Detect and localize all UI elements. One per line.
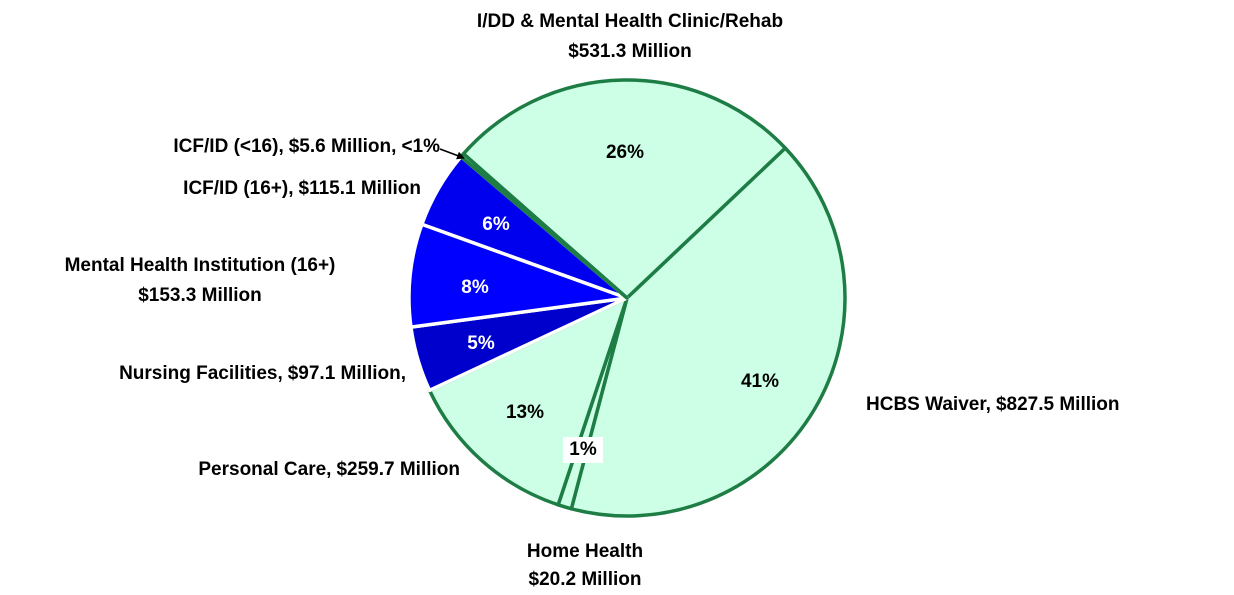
value-label: $115.1 Million	[299, 178, 422, 199]
pie-slice	[569, 146, 847, 518]
category-label: Nursing Facilities,	[119, 363, 283, 384]
percent-label-box	[563, 437, 603, 463]
percent-label: 5%	[467, 333, 495, 354]
leader-arrow	[439, 148, 465, 160]
percent-label: 41%	[741, 371, 779, 392]
pie-slice	[427, 296, 629, 507]
category-label: Mental Health Institution (16+)	[65, 255, 336, 276]
value-label: $153.3 Million	[138, 285, 262, 306]
category-label: HCBS Waiver,	[866, 394, 991, 415]
slice-label: Personal Care, $259.7 Million	[198, 459, 460, 480]
slice-label: ICF/ID (<16), $5.6 Million, <1%	[173, 136, 440, 157]
category-label: ICF/ID (<16),	[173, 136, 283, 157]
slice-label: Mental Health Institution (16+) $153.3 Mi…	[65, 255, 336, 306]
value-label: $259.7 Million	[336, 459, 460, 480]
category-label: Personal Care,	[198, 459, 331, 480]
category-label: I/DD & Mental Health Clinic/Rehab	[477, 11, 783, 32]
value-label: $5.6 Million,	[289, 136, 397, 157]
percent-label: 26%	[606, 142, 644, 163]
slice-label: Nursing Facilities, $97.1 Million,	[119, 363, 406, 384]
percent-label: 13%	[506, 402, 544, 423]
value-label: $531.3 Million	[568, 41, 692, 62]
slice-label: I/DD & Mental Health Clinic/Rehab $531.3 …	[477, 11, 783, 62]
value-label: $20.2 Million	[529, 569, 642, 590]
slice-label: HCBS Waiver, $827.5 Million	[866, 394, 1120, 415]
slice-label: Home Health $20.2 Million	[527, 541, 643, 590]
category-label: Home Health	[527, 541, 643, 562]
pie-slice	[461, 78, 788, 300]
percent-label: 1%	[569, 439, 597, 460]
percent-label: 8%	[461, 277, 489, 298]
value-label: $827.5 Million	[996, 394, 1120, 415]
percent-label: 6%	[482, 214, 510, 235]
pie-slice	[407, 222, 629, 329]
category-label: ICF/ID (16+),	[183, 178, 293, 199]
slice-label: ICF/ID (16+), $115.1 Million	[183, 178, 421, 199]
percent-label: <1%	[401, 136, 440, 157]
value-label: $97.1 Million,	[288, 363, 406, 384]
